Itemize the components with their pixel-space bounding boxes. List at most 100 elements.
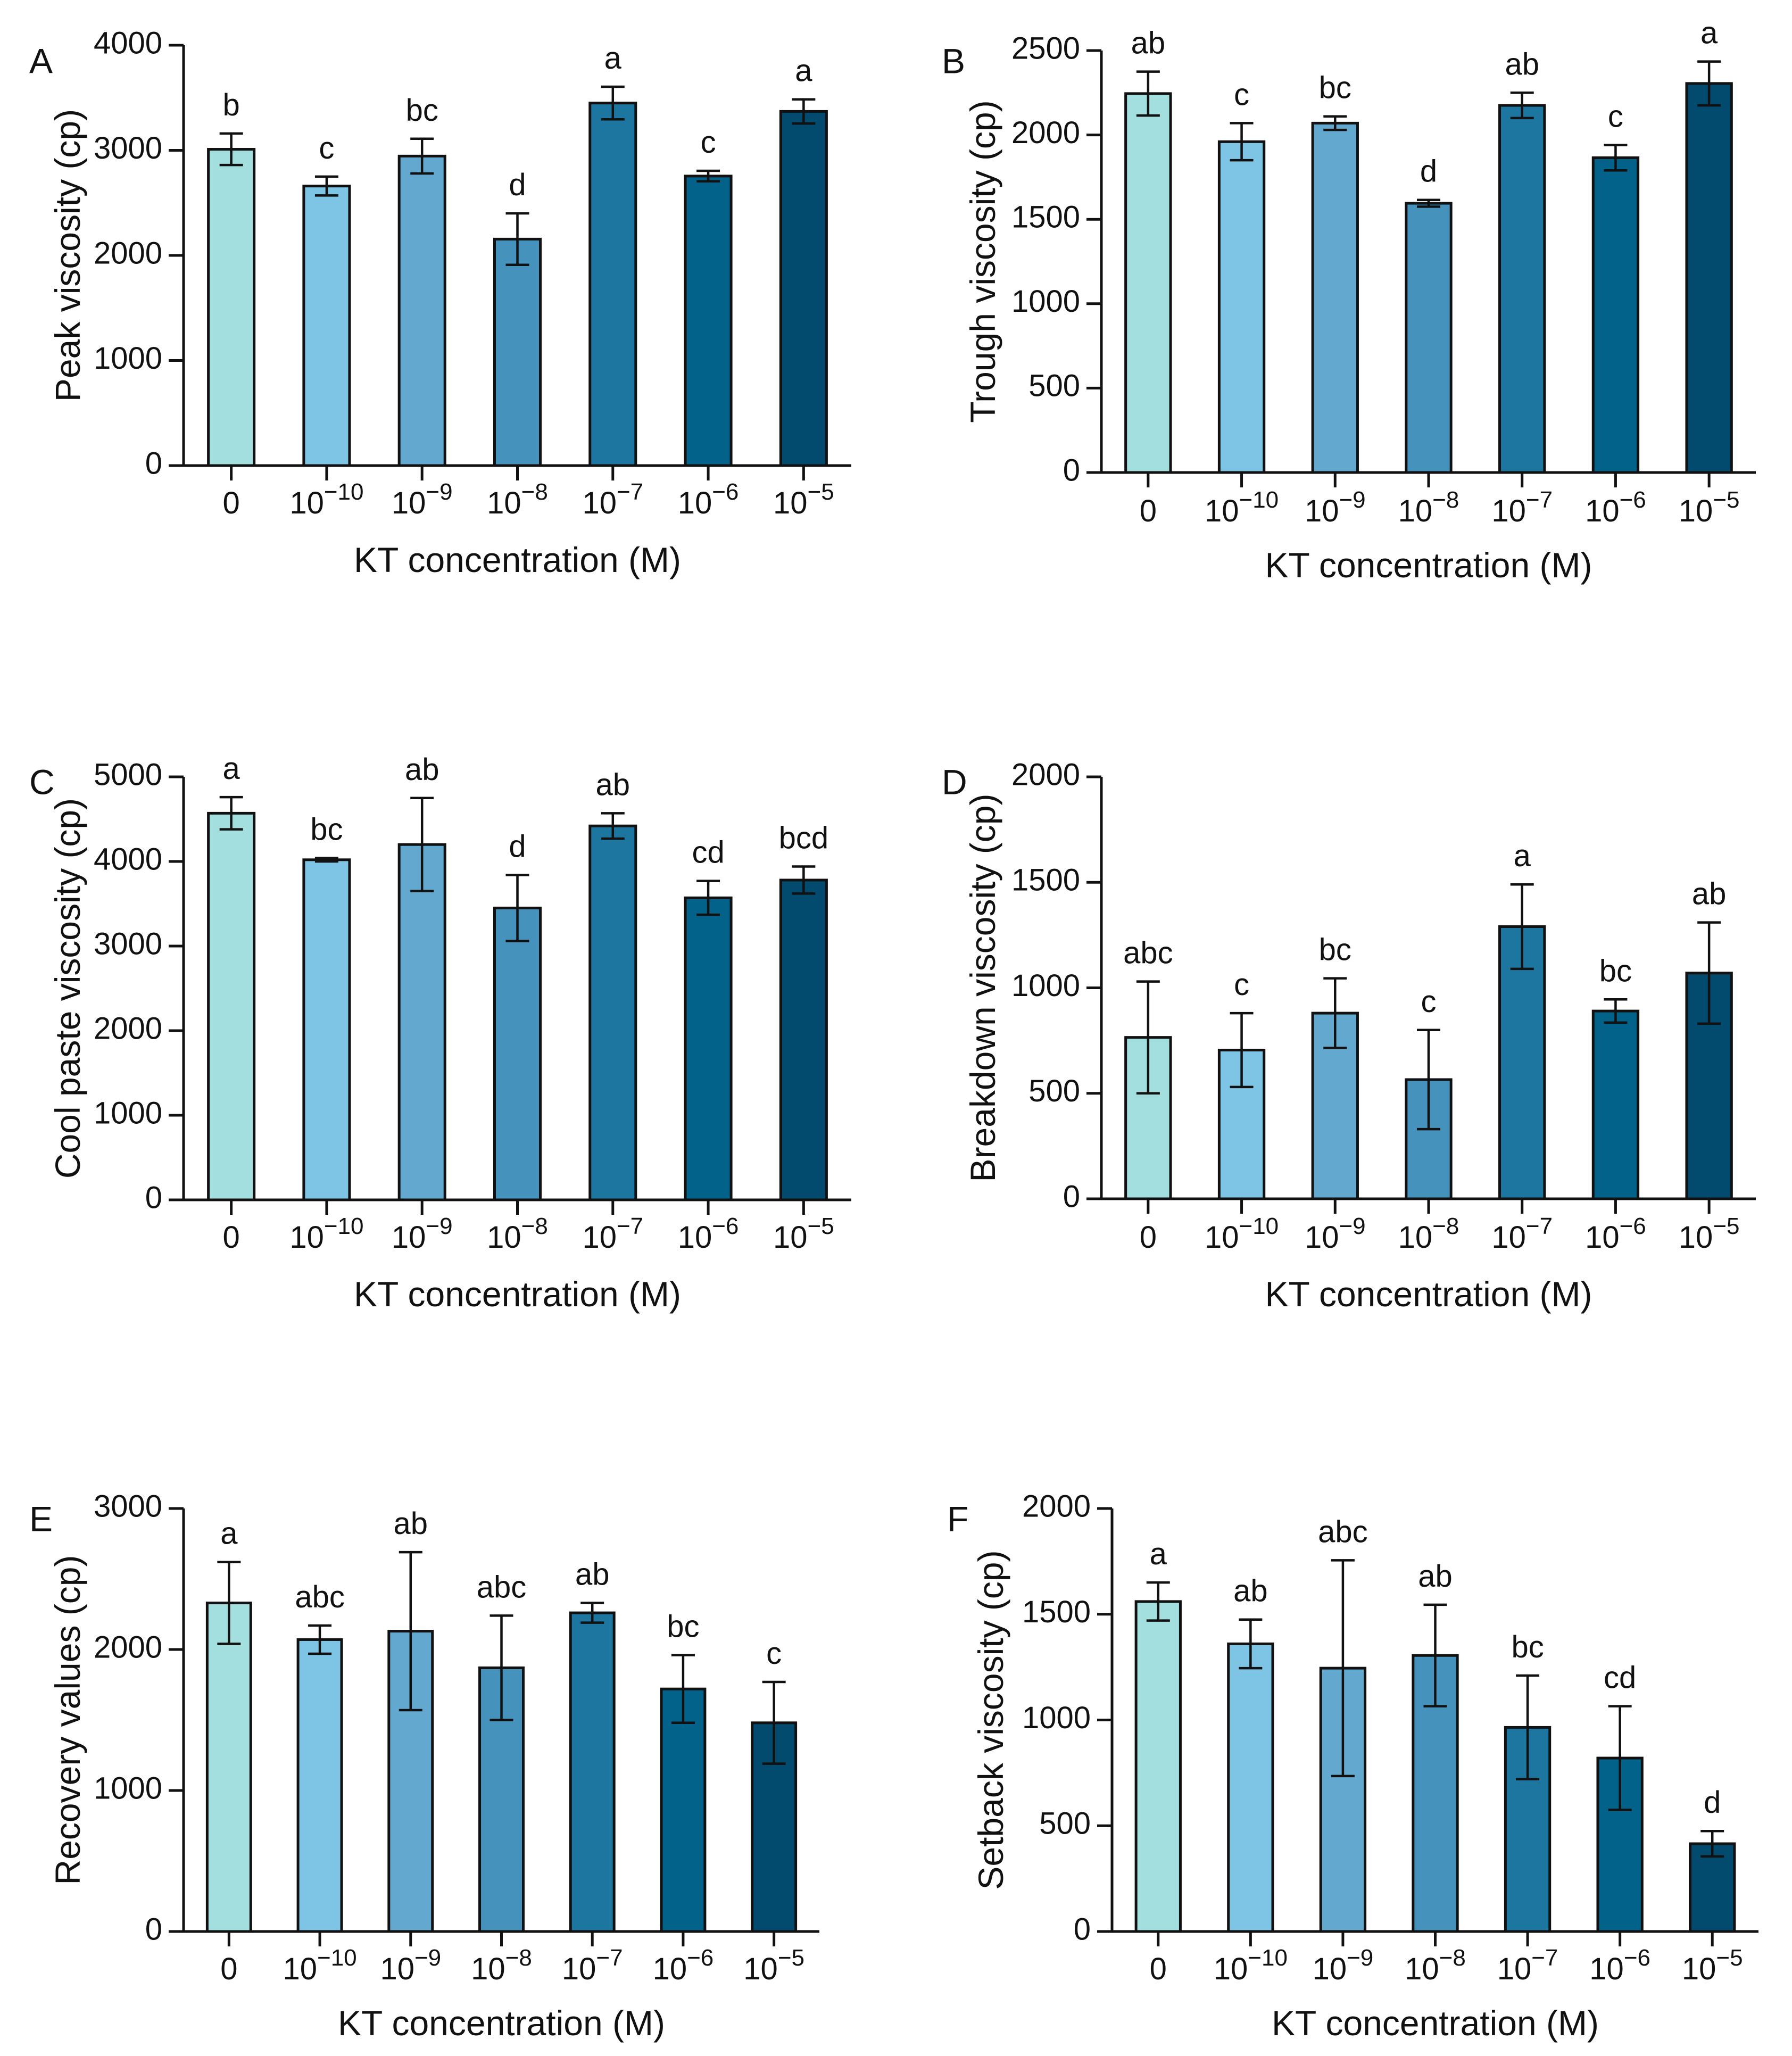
significance-letter: cd xyxy=(692,835,724,870)
significance-letter: bc xyxy=(1511,1630,1544,1664)
significance-letter: d xyxy=(509,829,526,864)
significance-letter: a xyxy=(795,54,812,88)
y-tick-label: 3000 xyxy=(94,1489,162,1523)
y-tick-label: 1500 xyxy=(1011,863,1080,898)
y-tick-label: 1000 xyxy=(1022,1701,1091,1735)
significance-letter: bc xyxy=(406,93,438,128)
significance-letter: d xyxy=(1704,1785,1721,1820)
x-tick-label: 10−8 xyxy=(487,479,548,520)
y-tick-label: 4000 xyxy=(94,842,162,876)
x-tick-label: 10−10 xyxy=(1214,1945,1288,1986)
significance-letter: ab xyxy=(1418,1559,1453,1594)
x-tick-label: 0 xyxy=(1140,1220,1157,1255)
significance-letter: a xyxy=(1514,839,1531,873)
y-tick-label: 2000 xyxy=(1022,1489,1091,1523)
x-axis-label: KT concentration (M) xyxy=(1272,2003,1599,2043)
significance-letter: a xyxy=(604,41,622,76)
bar xyxy=(588,824,637,1201)
significance-letter: c xyxy=(1234,967,1249,1002)
panel-letter: A xyxy=(29,41,53,80)
x-tick-label: 10−8 xyxy=(471,1945,532,1986)
y-tick-label: 0 xyxy=(145,1180,162,1215)
significance-letter: ab xyxy=(1505,47,1539,81)
significance-letter: c xyxy=(1234,77,1249,112)
y-tick-label: 0 xyxy=(1074,1912,1091,1946)
y-tick-label: 3000 xyxy=(94,131,162,165)
y-tick-label: 2000 xyxy=(94,236,162,270)
y-tick-label: 2000 xyxy=(1011,115,1080,150)
y-tick-label: 500 xyxy=(1028,369,1080,403)
x-axis-label: KT concentration (M) xyxy=(1265,1274,1592,1314)
y-tick-label: 0 xyxy=(1063,1179,1080,1214)
bar xyxy=(588,102,637,467)
panel-letter: D xyxy=(942,762,967,801)
x-tick-label: 10−5 xyxy=(1679,487,1740,528)
bar xyxy=(684,896,733,1201)
bar xyxy=(296,1638,343,1933)
x-tick-label: 10−10 xyxy=(1205,1213,1279,1255)
bar xyxy=(207,811,256,1201)
x-tick-label: 10−8 xyxy=(1398,1213,1459,1255)
x-tick-label: 0 xyxy=(1150,1952,1167,1986)
y-axis-label: Setback viscosity (cp) xyxy=(971,1550,1010,1889)
x-axis-label: KT concentration (M) xyxy=(354,1274,681,1314)
x-tick-label: 10−7 xyxy=(582,479,643,520)
y-tick-label: 1000 xyxy=(94,341,162,376)
significance-letter: b xyxy=(223,88,240,122)
x-tick-label: 10−7 xyxy=(1491,1213,1553,1255)
x-axis-label: KT concentration (M) xyxy=(1265,545,1592,585)
bar xyxy=(1591,1009,1640,1200)
y-tick-label: 2000 xyxy=(94,1630,162,1664)
significance-letter: ab xyxy=(405,752,439,787)
bar xyxy=(1498,104,1546,474)
x-tick-label: 10−9 xyxy=(1305,1213,1366,1255)
significance-letter: d xyxy=(1420,154,1437,189)
bar xyxy=(1685,82,1733,474)
bar xyxy=(302,858,351,1201)
significance-letter: ab xyxy=(394,1506,428,1541)
y-tick-label: 0 xyxy=(145,446,162,480)
significance-letter: ab xyxy=(1131,26,1166,61)
significance-letter: bc xyxy=(1599,954,1632,988)
x-tick-label: 10−5 xyxy=(1682,1945,1743,1986)
x-tick-label: 10−7 xyxy=(1491,487,1553,528)
panel-a: A 0 1000 2000 3000 4000 Peak viscosity (cp) b 0 c… xyxy=(29,26,851,579)
y-axis-label: Peak viscosity (cp) xyxy=(48,109,87,402)
significance-letter: c xyxy=(319,131,334,165)
y-tick-label: 1500 xyxy=(1022,1595,1091,1629)
bar xyxy=(779,110,828,467)
y-axis-label: Recovery values (cp) xyxy=(48,1555,87,1885)
bar xyxy=(205,1602,252,1933)
y-tick-label: 5000 xyxy=(94,757,162,792)
x-tick-label: 0 xyxy=(1140,494,1157,528)
y-tick-label: 1000 xyxy=(94,1096,162,1130)
significance-letter: bcd xyxy=(779,821,829,856)
significance-letter: abc xyxy=(295,1580,345,1614)
x-tick-label: 10−6 xyxy=(1589,1945,1650,1986)
significance-letter: abc xyxy=(1123,936,1173,971)
y-tick-label: 500 xyxy=(1039,1806,1091,1841)
significance-letter: bc xyxy=(1319,71,1351,105)
y-tick-label: 1500 xyxy=(1011,200,1080,235)
x-tick-label: 10−10 xyxy=(283,1945,356,1986)
significance-letter: d xyxy=(509,168,526,202)
x-tick-label: 10−9 xyxy=(380,1945,441,1986)
significance-letter: a xyxy=(223,751,240,786)
bar xyxy=(1227,1642,1274,1933)
significance-letter: ab xyxy=(1233,1574,1268,1609)
y-tick-label: 1000 xyxy=(1011,968,1080,1003)
x-tick-label: 10−10 xyxy=(1205,487,1279,528)
significance-letter: a xyxy=(220,1516,238,1551)
bar xyxy=(1124,92,1172,474)
y-tick-label: 500 xyxy=(1028,1074,1080,1108)
bar xyxy=(493,237,542,467)
bar xyxy=(397,154,446,467)
significance-letter: ab xyxy=(596,767,630,802)
panel-letter: F xyxy=(947,1499,968,1538)
panel-f: F 0 500 1000 1500 2000 Setback viscosity (cp) a… xyxy=(947,1489,1758,2043)
panel-letter: C xyxy=(29,762,55,801)
x-tick-label: 10−6 xyxy=(678,1213,739,1255)
